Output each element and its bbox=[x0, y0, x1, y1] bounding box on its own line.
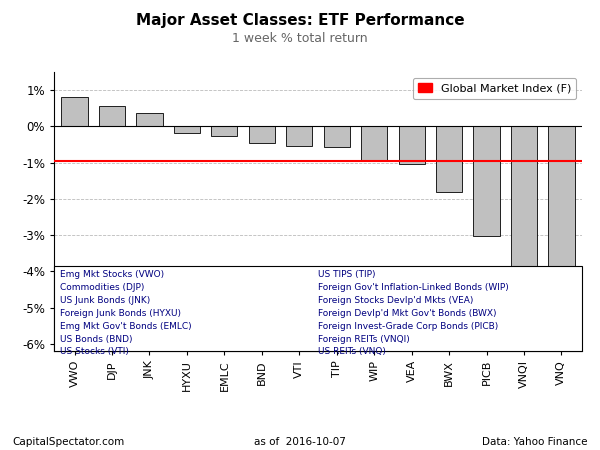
Bar bbox=[211, 126, 238, 136]
Bar bbox=[249, 126, 275, 143]
Bar bbox=[436, 126, 462, 192]
Bar bbox=[61, 97, 88, 126]
Bar bbox=[398, 126, 425, 164]
Text: Emg Mkt Stocks (VWO)
Commodities (DJP)
US Junk Bonds (JNK)
Foreign Junk Bonds (H: Emg Mkt Stocks (VWO) Commodities (DJP) U… bbox=[60, 270, 191, 356]
Bar bbox=[174, 126, 200, 133]
Bar bbox=[99, 106, 125, 126]
Bar bbox=[473, 126, 500, 236]
Bar bbox=[361, 126, 387, 161]
Text: US TIPS (TIP)
Foreign Gov't Inflation-Linked Bonds (WIP)
Foreign Stocks Devlp'd : US TIPS (TIP) Foreign Gov't Inflation-Li… bbox=[318, 270, 509, 356]
Bar bbox=[323, 126, 350, 147]
Legend: Global Market Index (F): Global Market Index (F) bbox=[413, 77, 577, 99]
Text: CapitalSpectator.com: CapitalSpectator.com bbox=[12, 436, 124, 446]
Bar bbox=[548, 126, 575, 317]
Text: as of  2016-10-07: as of 2016-10-07 bbox=[254, 436, 346, 446]
Bar bbox=[511, 126, 537, 273]
Bar bbox=[136, 112, 163, 126]
Bar bbox=[286, 126, 313, 146]
Text: Major Asset Classes: ETF Performance: Major Asset Classes: ETF Performance bbox=[136, 13, 464, 28]
Text: Data: Yahoo Finance: Data: Yahoo Finance bbox=[482, 436, 588, 446]
Text: 1 week % total return: 1 week % total return bbox=[232, 32, 368, 45]
